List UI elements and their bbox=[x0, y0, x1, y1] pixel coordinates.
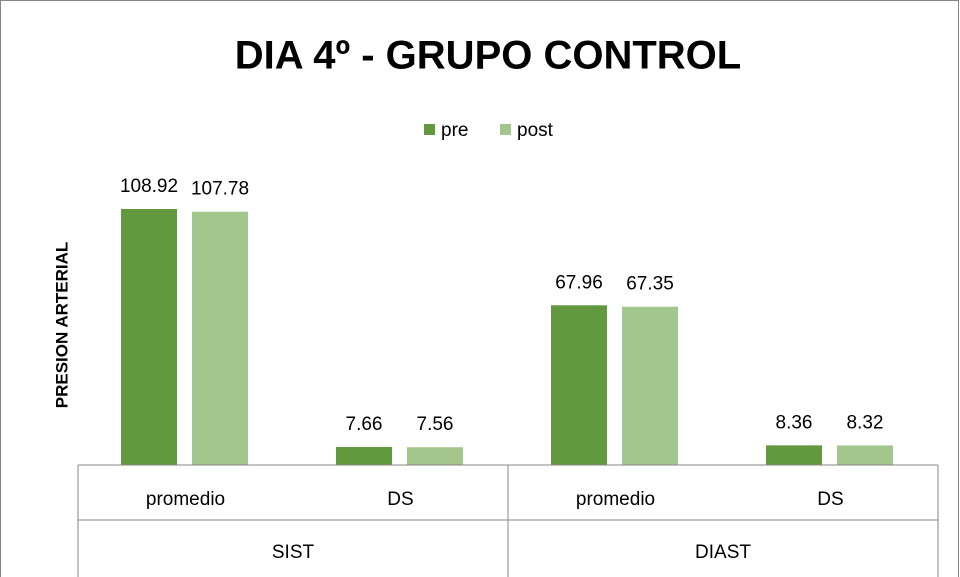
legend-label: post bbox=[517, 120, 554, 141]
bar bbox=[336, 446, 392, 465]
bar bbox=[551, 305, 607, 465]
legend-label: pre bbox=[441, 120, 468, 141]
data-label: 107.78 bbox=[191, 179, 249, 200]
y-axis-label: PRESION ARTERIAL bbox=[52, 242, 71, 409]
bar bbox=[192, 211, 248, 465]
legend-swatch bbox=[500, 124, 511, 135]
bar bbox=[121, 209, 177, 465]
chart-title: DIA 4º - GRUPO CONTROL bbox=[235, 34, 741, 78]
x-tick-label: DS bbox=[387, 489, 413, 510]
x-tick-label: promedio bbox=[576, 489, 655, 510]
x-group-label: DIAST bbox=[695, 542, 751, 563]
data-label: 108.92 bbox=[120, 176, 178, 197]
bar bbox=[837, 445, 893, 465]
data-label: 7.66 bbox=[346, 414, 383, 435]
legend-swatch bbox=[424, 124, 435, 135]
data-label: 7.56 bbox=[417, 414, 454, 435]
x-group-label: SIST bbox=[272, 542, 315, 563]
data-label: 8.36 bbox=[776, 412, 813, 433]
bar bbox=[407, 447, 463, 465]
data-label: 67.35 bbox=[626, 274, 674, 295]
x-tick-label: promedio bbox=[146, 489, 225, 510]
data-label: 8.32 bbox=[847, 412, 884, 433]
x-tick-label: DS bbox=[817, 489, 843, 510]
data-label: 67.96 bbox=[555, 272, 603, 293]
bar bbox=[766, 445, 822, 465]
bar bbox=[622, 306, 678, 465]
